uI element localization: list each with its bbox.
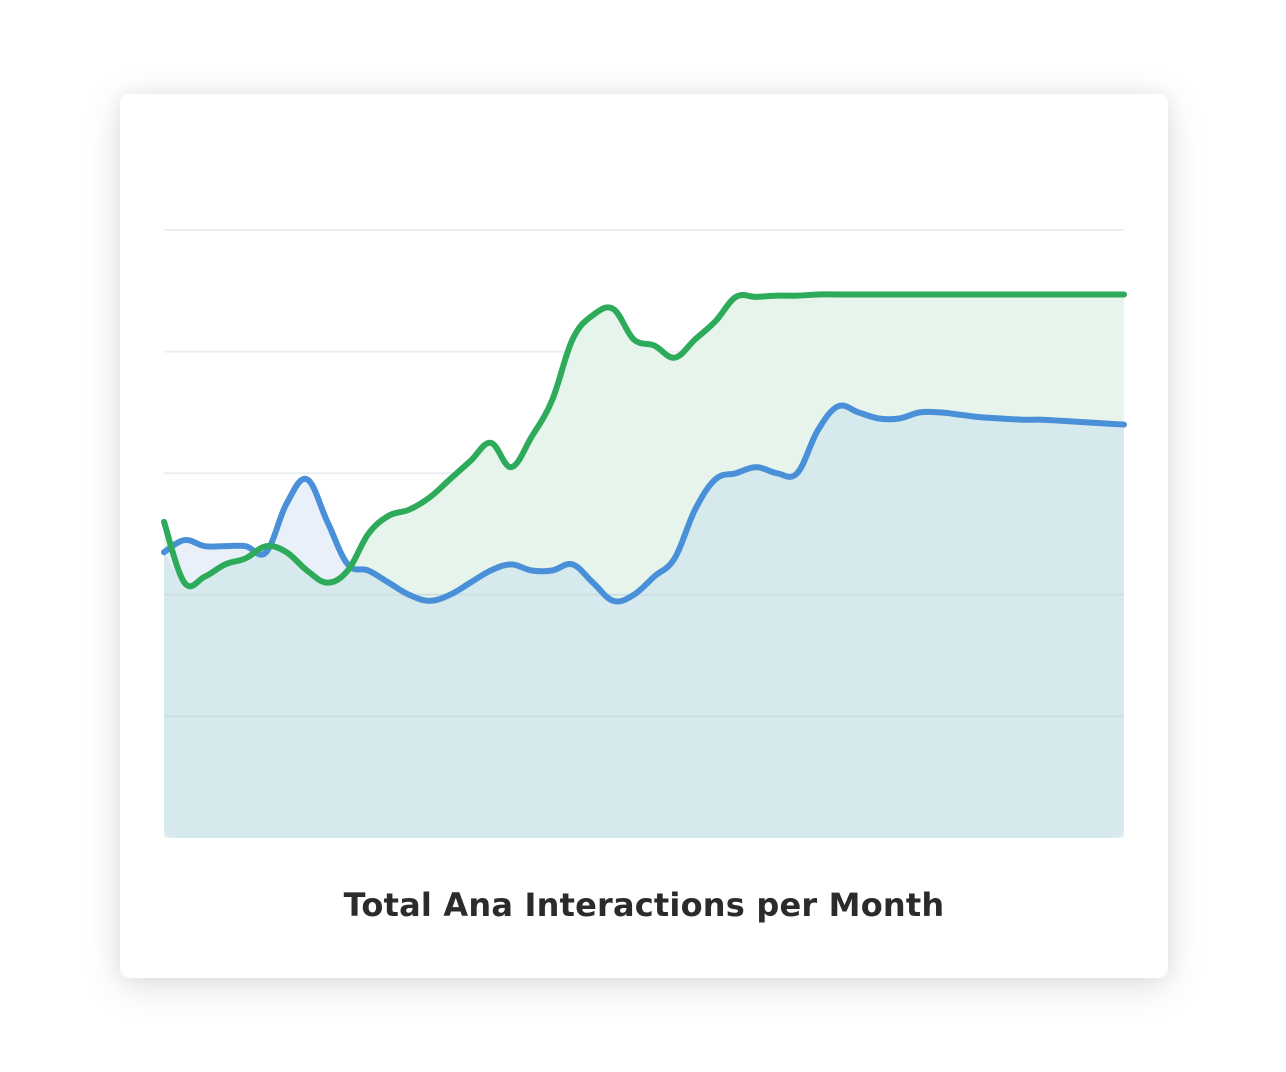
chart-area [161, 229, 1127, 838]
chart-title: Total Ana Interactions per Month [343, 886, 945, 924]
overlap-area [164, 405, 1124, 838]
series-line-green [161, 291, 1127, 590]
series-line-blue [161, 402, 1127, 605]
chart-card: Total Ana Interactions per Month [120, 94, 1168, 978]
